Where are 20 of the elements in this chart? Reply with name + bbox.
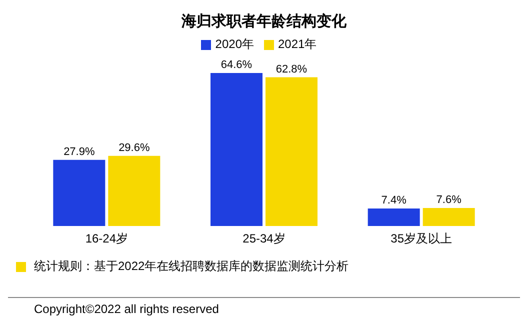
x-tick-label: 35岁及以上 (390, 232, 452, 246)
data-label: 27.9% (64, 146, 95, 158)
data-label: 7.6% (436, 194, 462, 206)
legend-label: 2020年 (215, 37, 254, 51)
data-label: 7.4% (381, 194, 407, 206)
x-tick-label: 16-24岁 (85, 232, 128, 246)
legend-label: 2021年 (278, 37, 317, 51)
chart-title: 海归求职者年龄结构变化 (180, 12, 348, 32)
x-tick-label: 25-34岁 (242, 232, 286, 246)
bar (53, 160, 106, 226)
text: Copyright©2022 all rights reserved (34, 302, 220, 316)
bar (266, 77, 318, 226)
bar (210, 73, 263, 226)
data-label: 62.8% (276, 63, 308, 76)
bar (368, 208, 420, 226)
text: 统计规则：基于2022年在线招聘数据库的数据监测统计分析 (34, 258, 349, 275)
data-label: 29.6% (118, 142, 150, 154)
data-label: 64.6% (220, 59, 252, 71)
bar (422, 208, 475, 226)
bar (108, 156, 160, 226)
